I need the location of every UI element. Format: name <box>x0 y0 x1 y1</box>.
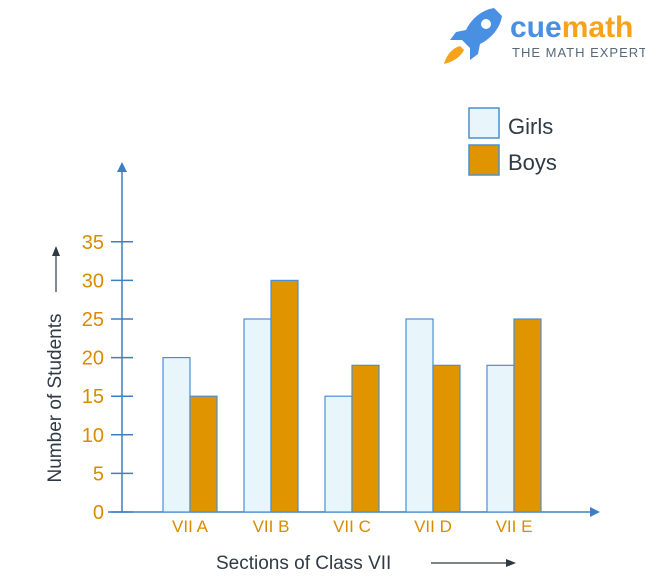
bar-girls-vii-a <box>162 357 191 513</box>
rocket-icon <box>444 8 502 64</box>
y-ticks: 0 5 10 15 20 25 30 35 <box>82 232 133 524</box>
legend-swatch-boys <box>468 144 500 176</box>
legend-label-girls: Girls <box>508 114 553 139</box>
brand-name-cue: cue <box>510 11 562 44</box>
y-tick-label: 0 <box>93 502 104 524</box>
y-tick-label: 20 <box>82 348 104 370</box>
y-tick-label: 25 <box>82 309 104 331</box>
legend: Girls Boys <box>468 107 557 176</box>
x-tick-label: VII D <box>414 517 452 536</box>
brand-name-math: math <box>562 11 634 44</box>
bar-boys-vii-b <box>270 279 299 513</box>
brand-tagline: THE MATH EXPERT <box>512 45 645 60</box>
x-tick-label: VII C <box>333 517 371 536</box>
bar-boys-vii-a <box>189 395 218 513</box>
x-tick-labels: VII A VII B VII C VII D VII E <box>172 517 532 536</box>
y-tick-label: 30 <box>82 270 104 292</box>
y-tick-label: 15 <box>82 386 104 408</box>
y-tick-label: 35 <box>82 232 104 254</box>
y-axis-title: Number of Students <box>45 314 66 483</box>
x-tick-label: VII B <box>253 517 290 536</box>
bar-girls-vii-e <box>486 364 515 513</box>
bar-girls-vii-b <box>243 318 272 513</box>
x-tick-label: VII E <box>496 517 533 536</box>
bar-boys-vii-e <box>513 318 542 513</box>
x-axis-title: Sections of Class VII <box>216 553 391 574</box>
y-tick-label: 10 <box>82 425 104 447</box>
brand-logo: cuemath THE MATH EXPERT <box>444 8 645 64</box>
bar-boys-vii-c <box>351 364 380 513</box>
bars <box>162 279 542 513</box>
bar-girls-vii-c <box>324 395 353 513</box>
y-tick-label: 5 <box>93 463 104 485</box>
bar-girls-vii-d <box>405 318 434 513</box>
legend-swatch-girls <box>468 107 500 139</box>
legend-label-boys: Boys <box>508 150 557 175</box>
x-tick-label: VII A <box>172 517 209 536</box>
svg-text:cuemath: cuemath <box>510 11 633 44</box>
bar-boys-vii-d <box>432 364 461 513</box>
